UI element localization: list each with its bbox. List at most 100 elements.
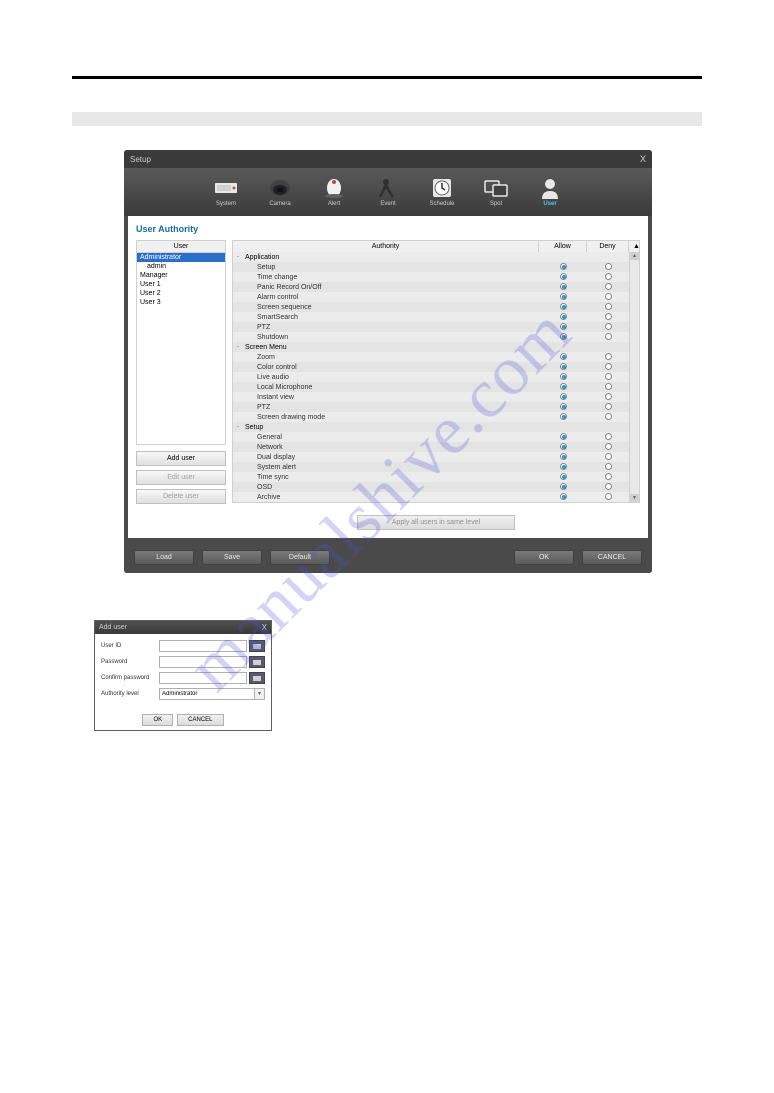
- load-button[interactable]: Load: [134, 550, 194, 565]
- deny-radio[interactable]: [605, 273, 612, 280]
- allow-radio[interactable]: [560, 413, 567, 420]
- deny-radio[interactable]: [605, 313, 612, 320]
- allow-cell: [539, 333, 587, 342]
- keyboard-icon: [253, 676, 261, 681]
- authority-row: Network: [233, 442, 629, 452]
- allow-radio[interactable]: [560, 373, 567, 380]
- add-user-close-button[interactable]: X: [262, 623, 267, 632]
- deny-radio[interactable]: [605, 493, 612, 500]
- deny-radio[interactable]: [605, 363, 612, 370]
- deny-radio[interactable]: [605, 353, 612, 360]
- authority-label: Time change: [243, 274, 539, 281]
- user-tree-item[interactable]: admin: [137, 262, 225, 271]
- user-tree-item[interactable]: Administrator: [137, 253, 225, 262]
- deny-radio[interactable]: [605, 303, 612, 310]
- deny-radio[interactable]: [605, 283, 612, 290]
- scrollbar[interactable]: ▲ ▼: [629, 252, 639, 502]
- toolbar-item-user[interactable]: User: [537, 177, 563, 207]
- toolbar-item-schedule[interactable]: Schedule: [429, 177, 455, 207]
- scroll-down-button[interactable]: ▼: [630, 494, 639, 502]
- allow-radio[interactable]: [560, 443, 567, 450]
- allow-radio[interactable]: [560, 293, 567, 300]
- deny-radio[interactable]: [605, 383, 612, 390]
- authority-row: -Screen Menu: [233, 342, 629, 352]
- authority-row: Live audio: [233, 372, 629, 382]
- allow-radio[interactable]: [560, 493, 567, 500]
- default-button[interactable]: Default: [270, 550, 330, 565]
- allow-radio[interactable]: [560, 473, 567, 480]
- allow-radio[interactable]: [560, 483, 567, 490]
- cancel-button[interactable]: CANCEL: [582, 550, 642, 565]
- deny-radio[interactable]: [605, 393, 612, 400]
- allow-cell: [539, 393, 587, 402]
- user-tree-item[interactable]: User 3: [137, 298, 225, 307]
- allow-radio[interactable]: [560, 313, 567, 320]
- expand-toggle[interactable]: -: [233, 424, 243, 430]
- add-user-ok-button[interactable]: OK: [142, 714, 173, 726]
- deny-cell: [587, 413, 629, 422]
- toolbar-item-camera[interactable]: Camera: [267, 177, 293, 207]
- add-user-button[interactable]: Add user: [136, 451, 226, 466]
- keyboard-button-confirm[interactable]: [249, 672, 265, 684]
- allow-radio[interactable]: [560, 323, 567, 330]
- allow-radio[interactable]: [560, 303, 567, 310]
- window-close-button[interactable]: X: [640, 154, 646, 164]
- deny-radio[interactable]: [605, 443, 612, 450]
- deny-radio[interactable]: [605, 473, 612, 480]
- allow-radio[interactable]: [560, 433, 567, 440]
- allow-radio[interactable]: [560, 383, 567, 390]
- toolbar-item-event[interactable]: Event: [375, 177, 401, 207]
- allow-radio[interactable]: [560, 393, 567, 400]
- user-tree-item[interactable]: User 2: [137, 289, 225, 298]
- authority-row: OSD: [233, 482, 629, 492]
- authority-label: PTZ: [243, 404, 539, 411]
- toolbar-item-system[interactable]: System: [213, 177, 239, 207]
- expand-toggle[interactable]: -: [233, 344, 243, 350]
- apply-all-button[interactable]: Apply all users in same level: [357, 515, 515, 530]
- user-tree-item[interactable]: User 1: [137, 280, 225, 289]
- allow-radio[interactable]: [560, 363, 567, 370]
- deny-radio[interactable]: [605, 323, 612, 330]
- keyboard-button-userid[interactable]: [249, 640, 265, 652]
- deny-radio[interactable]: [605, 373, 612, 380]
- toolbar-item-spot[interactable]: Spot: [483, 177, 509, 207]
- toolbar-item-alert[interactable]: Alert: [321, 177, 347, 207]
- authority-label: Instant view: [243, 394, 539, 401]
- allow-radio[interactable]: [560, 463, 567, 470]
- password-input[interactable]: [159, 656, 247, 668]
- toolbar-label: Alert: [328, 201, 340, 207]
- deny-cell: [587, 333, 629, 342]
- edit-user-button[interactable]: Edit user: [136, 470, 226, 485]
- expand-toggle[interactable]: -: [233, 254, 243, 260]
- deny-radio[interactable]: [605, 483, 612, 490]
- deny-radio[interactable]: [605, 293, 612, 300]
- user-tree-item[interactable]: Manager: [137, 271, 225, 280]
- authority-level-select[interactable]: [159, 688, 255, 700]
- user-list[interactable]: AdministratoradminManagerUser 1User 2Use…: [136, 253, 226, 445]
- allow-radio[interactable]: [560, 283, 567, 290]
- deny-radio[interactable]: [605, 463, 612, 470]
- confirm-password-input[interactable]: [159, 672, 247, 684]
- deny-radio[interactable]: [605, 433, 612, 440]
- allow-cell: [539, 463, 587, 472]
- user-id-input[interactable]: [159, 640, 247, 652]
- dropdown-button[interactable]: ▼: [255, 688, 265, 700]
- deny-radio[interactable]: [605, 413, 612, 420]
- ok-button[interactable]: OK: [514, 550, 574, 565]
- deny-radio[interactable]: [605, 263, 612, 270]
- scroll-up-button[interactable]: ▲: [630, 252, 639, 260]
- authority-label: Alarm control: [243, 294, 539, 301]
- add-user-cancel-button[interactable]: CANCEL: [177, 714, 223, 726]
- deny-radio[interactable]: [605, 403, 612, 410]
- allow-radio[interactable]: [560, 403, 567, 410]
- allow-radio[interactable]: [560, 333, 567, 340]
- deny-radio[interactable]: [605, 453, 612, 460]
- keyboard-button-password[interactable]: [249, 656, 265, 668]
- allow-radio[interactable]: [560, 273, 567, 280]
- deny-radio[interactable]: [605, 333, 612, 340]
- allow-radio[interactable]: [560, 453, 567, 460]
- allow-radio[interactable]: [560, 263, 567, 270]
- delete-user-button[interactable]: Delete user: [136, 489, 226, 504]
- allow-radio[interactable]: [560, 353, 567, 360]
- save-button[interactable]: Save: [202, 550, 262, 565]
